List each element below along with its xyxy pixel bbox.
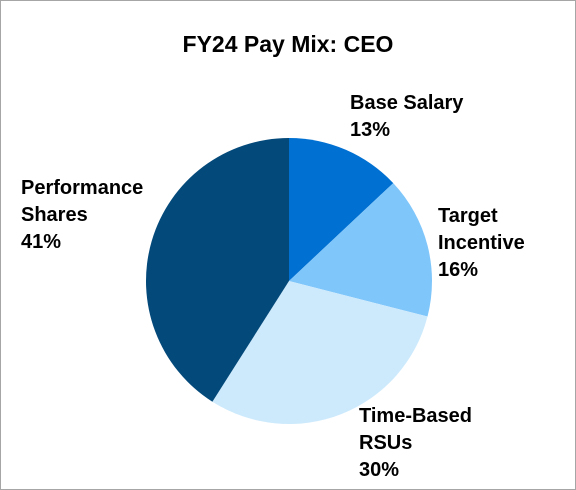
label-target-incentive: Target Incentive 16% <box>438 203 525 284</box>
label-time-based-rsus: Time-Based RSUs 30% <box>359 403 472 484</box>
label-base-salary-value: 13% <box>350 119 391 141</box>
label-time-based-rsus-name-1: Time-Based <box>359 405 473 427</box>
label-base-salary: Base Salary 13% <box>350 90 463 144</box>
pie-slice-base <box>289 138 394 281</box>
label-base-salary-name: Base Salary <box>350 92 464 114</box>
label-time-based-rsus-value: 30% <box>359 459 400 481</box>
pie-slice-target <box>289 183 433 317</box>
chart-title: FY24 Pay Mix: CEO <box>182 31 394 57</box>
label-time-based-rsus-name-2: RSUs <box>359 432 413 454</box>
label-performance-shares-name-2: Shares <box>21 204 88 226</box>
label-performance-shares: Performance Shares 41% <box>21 175 143 256</box>
label-performance-shares-name-1: Performance <box>21 177 144 199</box>
pie-slice-perf <box>146 138 289 402</box>
label-target-incentive-value: 16% <box>438 259 479 281</box>
label-target-incentive-name-1: Target <box>438 205 498 227</box>
label-performance-shares-value: 41% <box>21 231 62 253</box>
label-target-incentive-name-2: Incentive <box>438 232 525 254</box>
pie-slice-rsu <box>212 281 428 425</box>
